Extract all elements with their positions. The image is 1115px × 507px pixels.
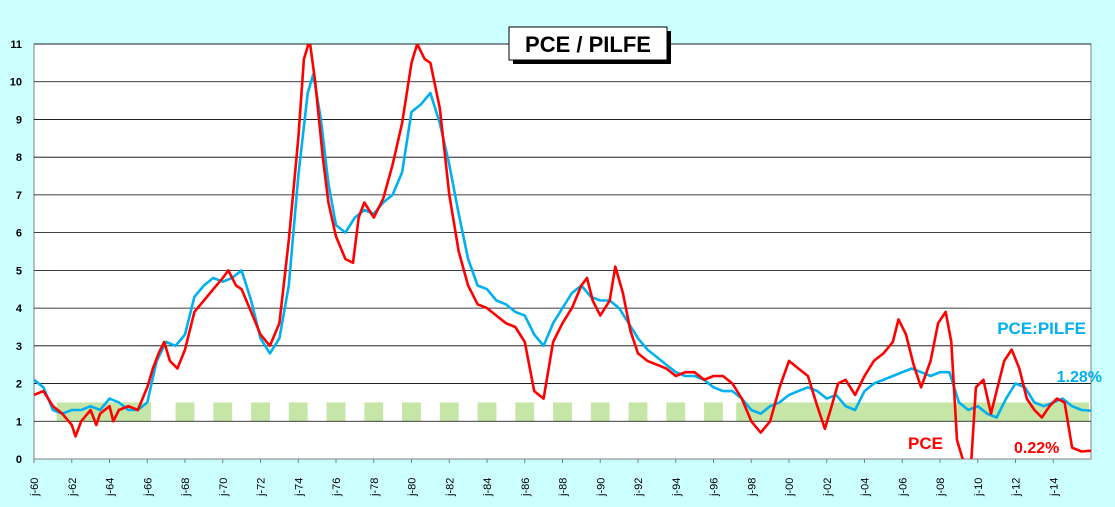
x-tick-label: j-04 (860, 478, 872, 497)
target-band-segment (590, 402, 610, 422)
y-tick-label: 9 (16, 114, 22, 126)
x-tick-label: j-76 (331, 478, 343, 497)
pce-value-label: 0.22% (1014, 440, 1059, 457)
target-band-segment (553, 402, 572, 422)
x-tick-label: j-70 (218, 478, 230, 497)
target-band-segment (175, 402, 195, 422)
target-band-segment (402, 402, 421, 422)
y-tick-label: 4 (16, 303, 23, 315)
target-band-segment (288, 402, 308, 422)
x-tick-label: j-82 (444, 478, 456, 497)
x-tick-label: j-88 (558, 478, 570, 497)
x-tick-label: j-08 (935, 478, 947, 497)
x-axis: j-60 j-62 j-64 j-66 j-68 j-70 j-72 j-74 j-76 j-78… (29, 459, 1060, 497)
pce-series-label: PCE (908, 434, 943, 453)
x-tick-label: j-94 (671, 478, 683, 497)
target-band-segment (666, 402, 686, 422)
x-tick-label: j-68 (180, 478, 192, 497)
x-tick-label: j-96 (709, 478, 721, 497)
x-tick-label: j-14 (1048, 478, 1060, 497)
target-band-segment (515, 402, 535, 422)
y-tick-label: 6 (16, 228, 22, 240)
x-tick-label: j-72 (256, 478, 268, 497)
target-band-segment (213, 402, 233, 422)
chart-title: PCE / PILFE (525, 32, 651, 57)
y-tick-label: 5 (16, 265, 22, 277)
x-tick-label: j-00 (784, 478, 796, 497)
x-tick-label: j-12 (1011, 478, 1023, 497)
series-line-pce-pilfe (34, 72, 1091, 419)
target-band-segment (251, 402, 270, 422)
target-band-segment (704, 402, 723, 422)
x-tick-label: j-78 (369, 478, 381, 497)
y-tick-label: 11 (10, 39, 22, 51)
series-lines (34, 44, 1091, 459)
x-tick-label: j-84 (482, 478, 494, 497)
x-tick-label: j-98 (746, 478, 758, 497)
x-tick-label: j-86 (520, 478, 532, 497)
x-tick-label: j-06 (897, 478, 909, 497)
x-tick-label: j-10 (973, 478, 985, 497)
gridlines (34, 43, 1091, 422)
y-tick-label: 0 (16, 454, 22, 466)
y-tick-label: 10 (10, 77, 22, 89)
y-axis: 0 1 2 3 4 5 6 7 8 9 10 11 (10, 39, 23, 466)
x-tick-label: j-62 (67, 478, 79, 497)
x-tick-label: j-66 (142, 478, 154, 497)
y-tick-label: 8 (16, 152, 22, 164)
y-tick-label: 1 (16, 416, 22, 428)
plot-area (33, 43, 1092, 460)
target-band-segment (326, 402, 346, 422)
x-tick-label: j-80 (407, 478, 419, 497)
x-tick-label: j-60 (29, 478, 41, 497)
target-band-segment (364, 402, 384, 422)
series-line-pce (34, 44, 1091, 459)
target-band-segment (439, 402, 459, 422)
x-tick-label: j-92 (633, 478, 645, 497)
pilfe-series-label: PCE:PILFE (997, 319, 1086, 338)
y-tick-label: 2 (16, 379, 22, 391)
y-tick-label: 3 (16, 341, 22, 353)
x-tick-label: j-74 (293, 478, 305, 497)
pilfe-value-label: 1.28% (1057, 369, 1102, 386)
target-band-segment (628, 402, 648, 422)
x-tick-label: j-02 (822, 478, 834, 497)
chart-title-box: PCE / PILFE (508, 26, 671, 64)
y-tick-label: 7 (16, 190, 22, 202)
target-band-segment (477, 402, 497, 422)
x-tick-label: j-90 (595, 478, 607, 497)
x-tick-label: j-64 (105, 478, 117, 497)
